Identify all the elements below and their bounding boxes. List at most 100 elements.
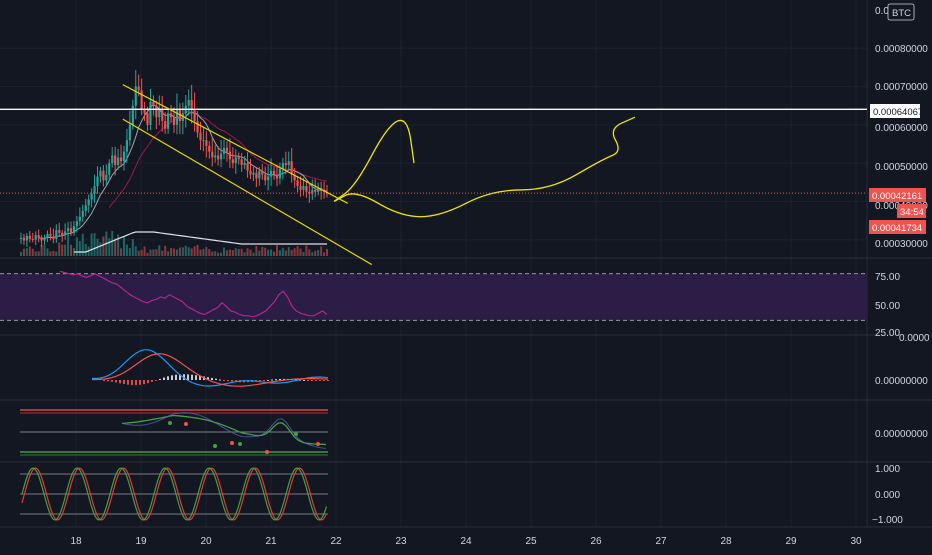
volume-bar [90,233,93,256]
volume-bar [181,247,184,256]
volume-bar [249,249,252,256]
macd-histogram-bar [127,380,129,385]
candle-body [37,235,40,238]
stoch-k-line [121,414,327,446]
macd-histogram-bar [131,380,133,386]
volume-bar [125,244,128,256]
stoch-cross-marker [213,444,217,448]
candle-body [114,155,117,166]
macd-histogram-bar [235,380,237,383]
candle-body [299,186,302,190]
projection-drawing-long[interactable] [333,116,636,218]
candle-body [61,232,64,236]
price-tick: 0.00060000 [875,123,928,134]
candle-body [96,176,99,187]
candle-body [90,193,93,200]
volume-bar [217,252,220,256]
candle-body [93,186,96,194]
macd-scale-fragment: 0.0000 [899,333,930,344]
volume-bar [72,247,75,256]
volume-bar [311,252,314,256]
volume-bar [75,237,78,256]
candle-body [19,237,23,239]
volume-bar [164,245,167,256]
volume-bar [175,249,178,256]
volume-bar [240,248,243,256]
macd-histogram-bar [307,380,309,381]
osc-tick: 0.000 [875,490,900,501]
volume-bar [122,236,125,256]
candle-body [205,140,208,146]
candle-body [208,145,211,152]
macd-histogram-bar [119,380,121,384]
macd-histogram-bar [267,379,269,381]
volume-bar [246,248,249,256]
candle-body [296,180,299,187]
volume-bar [199,249,202,256]
volume-bar [302,252,305,256]
candle-body [202,140,205,142]
channel-upper-line[interactable] [122,84,348,204]
volume-bar [120,248,123,256]
volume-bar [211,251,214,256]
candle-body [196,121,199,133]
candle-body [302,186,305,190]
indicator-scales[interactable]: 0.00000000 0.00000000 1.000 0.000 −1.000 [872,376,928,526]
volume-bar [117,234,120,256]
bid-price-label-bg[interactable] [869,220,926,234]
volume-bar [134,246,137,256]
currency-badge-label: BTC [892,8,911,19]
candle-body [211,151,214,158]
channel-lower-line[interactable] [122,118,373,266]
marked-level-label-bg[interactable] [870,104,920,118]
volume-bar [40,245,43,256]
countdown-label: 34:54 [900,207,924,218]
volume-bar [261,246,264,256]
osc-tick: 1.000 [875,464,900,475]
candle-body [158,109,161,118]
candle-body [305,186,308,192]
volume-bar [264,247,267,256]
volume-bars [20,230,328,256]
candle-body [69,228,73,233]
volume-bar [31,248,34,256]
projection-drawing-short[interactable] [333,119,415,202]
volume-bar [184,245,187,256]
candle-body [128,124,131,141]
candle-body [272,170,276,175]
macd-histogram-bar [111,380,113,382]
volume-bar [273,251,276,256]
candle-body [105,174,108,181]
volume-bar [131,239,134,256]
candle-body [284,163,287,166]
macd-histogram-bar [195,375,197,380]
rsi-tick: 50.00 [875,301,900,312]
volume-bar [290,250,293,256]
time-axis-label: 27 [655,536,667,547]
time-axis[interactable]: 18 19 20 21 22 23 24 25 26 27 28 29 30 [70,536,862,547]
volume-bar [237,248,240,256]
macd-histogram-bar [215,378,217,380]
volume-bar [170,247,173,256]
macd-histogram-bar [231,380,233,382]
currency-badge[interactable] [887,3,915,21]
candle-body [34,235,37,240]
candle-body [66,228,70,232]
candle-body [278,168,282,179]
candle-body [264,174,267,181]
macd-signal-line [92,353,329,387]
rsi-tick: 25.00 [875,328,900,339]
candle-body [55,230,58,239]
candle-body [143,109,146,114]
candle-body [122,151,126,162]
stoch-cross-marker [316,442,320,446]
candle-body [246,163,249,171]
volume-bar [67,235,70,256]
volume-bar [225,250,228,256]
rsi-scale[interactable]: 75.00 50.00 25.00 0.0000 [875,272,930,344]
last-price-label-bg[interactable] [869,188,926,202]
volume-bar [70,244,73,256]
macd-histogram-bar [303,379,305,381]
